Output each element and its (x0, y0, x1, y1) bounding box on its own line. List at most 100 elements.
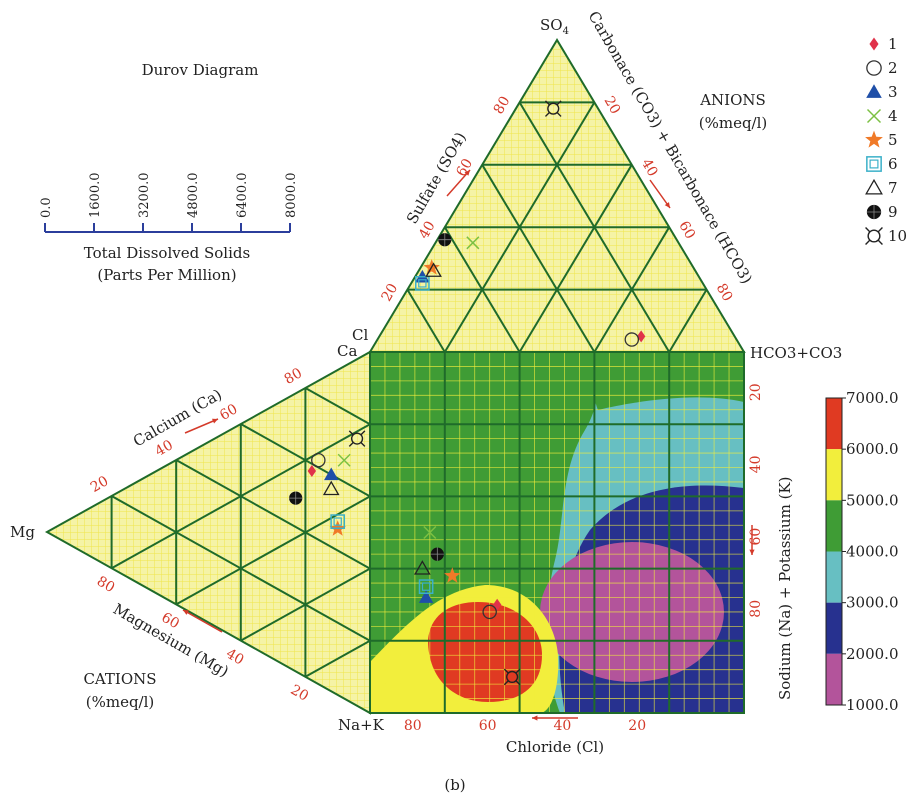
sodium-axis-label: Sodium (Na) + Potassium (K) (776, 477, 794, 700)
legend-marker-2 (866, 60, 882, 76)
anion-grid-line (518, 164, 633, 353)
cation-triangle (44, 350, 371, 715)
chloride-tick-label: 80 (404, 718, 422, 734)
legend-label-5: 5 (888, 131, 898, 149)
legend-marker-10-ticks (865, 227, 883, 245)
sulfate-tick-label: 80 (491, 94, 514, 117)
colorbar-tick-label: 1000.0 (846, 696, 899, 714)
anion-grid-line (481, 164, 596, 353)
legend-marker-10 (867, 229, 881, 243)
tds-tick-label: 4800.0 (186, 173, 201, 219)
colorbar-band (826, 653, 842, 705)
tds-tick-label: 6400.0 (235, 173, 250, 219)
sample-10-square-marker-ticks (503, 668, 521, 686)
colorbar-tick-label: 2000.0 (846, 645, 899, 663)
sample-7-cation-marker (322, 480, 340, 496)
anions-units: (%meq/l) (699, 114, 768, 132)
colorbar-band (826, 500, 842, 552)
chloride-tick-label: 60 (479, 718, 497, 734)
anion-apex-top: SO4 (540, 16, 569, 37)
sulfate-arrow (446, 169, 471, 197)
legend-marker-6-inner (869, 159, 879, 169)
magnesium-tick-label: 60 (158, 610, 181, 633)
colorbar-tick-label: 5000.0 (846, 491, 899, 509)
legend-marker-4 (866, 108, 882, 124)
sample-6-cation-marker (330, 514, 346, 529)
cation-apex-top: Ca (337, 342, 357, 360)
legend: 1 2 3 4 5 6 7 9 10 (865, 35, 907, 245)
legend-marker-5 (865, 130, 883, 148)
sample-markers (289, 100, 646, 686)
cation-apex-bottom: Na+K (338, 716, 385, 734)
sample-6-anion-marker (415, 276, 430, 291)
magnesium-arrow-head (183, 610, 189, 615)
legend-label-4: 4 (888, 107, 898, 125)
sulfate-tick-label: 40 (416, 218, 439, 241)
carbonate-arrow-head (664, 202, 670, 208)
anion-triangle (368, 38, 746, 353)
magnesium-arrow (182, 609, 223, 633)
calcium-arrow (184, 418, 219, 434)
cation-grid-line (175, 459, 371, 570)
axis-ticks: 20 40 60 80 20 40 60 80 20 40 60 80 20 40 60 80 80 60 40 20… (88, 94, 764, 734)
tds-tick-label: 3200.0 (137, 173, 152, 219)
legend-label-10: 10 (888, 227, 907, 245)
colorbar-tick-label: 4000.0 (846, 543, 899, 561)
sample-1-cation-marker (307, 465, 317, 478)
anion-grid-line (406, 289, 446, 353)
sample-7-square-marker (414, 560, 431, 575)
anion-grid-line (668, 289, 708, 353)
carbonate-tick-label: 20 (600, 94, 623, 117)
legend-label-7: 7 (888, 179, 898, 197)
calcium-tick-label: 20 (88, 473, 111, 496)
tds-label-line2: (Parts Per Million) (97, 266, 236, 284)
cations-units: (%meq/l) (86, 693, 155, 711)
cation-grid-line (304, 387, 371, 426)
sodium-tick-label: 20 (748, 383, 764, 401)
chart-title: Durov Diagram (142, 61, 259, 79)
legend-marker-7 (865, 178, 883, 195)
sodium-tick-label: 40 (748, 455, 764, 473)
sample-6-square-marker-inner (421, 582, 431, 591)
sample-3-square-marker (418, 590, 434, 603)
chloride-arrow-head (532, 715, 538, 721)
anion-apex-right: HCO3+CO3 (750, 344, 842, 362)
cation-grid-line (304, 639, 371, 678)
cation-apex-left: Mg (10, 523, 35, 541)
sulfate-tick-label: 60 (453, 156, 476, 179)
calcium-tick-label: 40 (152, 437, 175, 460)
sample-7-anion-marker (425, 262, 442, 277)
cation-grid-line (111, 423, 371, 570)
tds-scale: 0.0 1600.0 3200.0 4800.0 6400.0 8000.0 (39, 173, 299, 233)
sample-10-cation-marker-ticks (348, 430, 366, 447)
sample-2-cation-marker (311, 452, 326, 468)
sample-9-anion-marker-lines (438, 233, 452, 247)
sulfate-tick-label: 20 (379, 281, 402, 304)
carbonate-arrow (649, 179, 671, 209)
sodium-tick-label: 60 (748, 528, 764, 546)
anion-grid-line (443, 101, 596, 353)
sample-4-cation-marker (337, 453, 351, 467)
contour-square (370, 352, 744, 713)
legend-marker-9-lines (866, 204, 882, 220)
sample-6-square-marker (418, 579, 434, 594)
sample-5-square-marker (444, 567, 461, 583)
chloride-tick-label: 20 (628, 718, 646, 734)
colorbar-tick-label: 6000.0 (846, 440, 899, 458)
legend-marker-1 (869, 37, 879, 51)
legend-label-3: 3 (888, 83, 898, 101)
tds-tick-label: 0.0 (39, 197, 54, 218)
legend-label-6: 6 (888, 155, 898, 173)
anion-apex-left: Cl (352, 326, 368, 344)
sample-2-square-marker (482, 604, 497, 620)
colorbar-tick-label: 7000.0 (846, 389, 899, 407)
tds-label-line1: Total Dissolved Solids (84, 244, 250, 262)
sample-10-cation-marker (350, 432, 364, 445)
sample-10-anion-marker (547, 102, 560, 115)
legend-label-2: 2 (888, 59, 898, 77)
sample-6-cation-marker-inner (333, 517, 342, 526)
cation-grid-line (111, 495, 371, 642)
sample-4-anion-marker (466, 236, 480, 250)
